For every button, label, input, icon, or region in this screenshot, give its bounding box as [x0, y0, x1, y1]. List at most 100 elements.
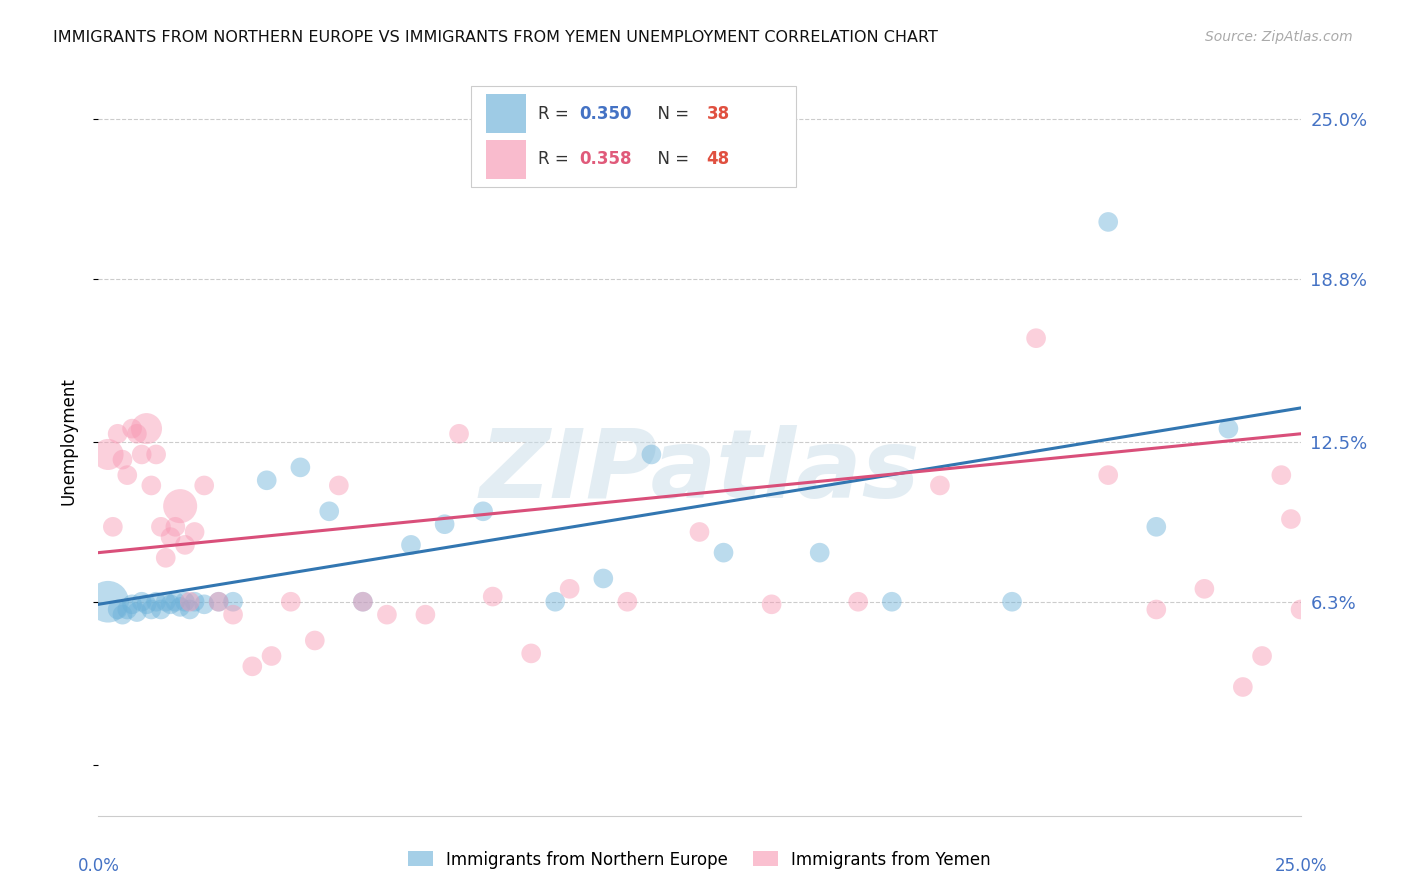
Point — [165, 595, 187, 609]
Point — [141, 478, 163, 492]
Point — [415, 607, 437, 622]
Text: R =: R = — [538, 151, 575, 169]
Text: Source: ZipAtlas.com: Source: ZipAtlas.com — [1205, 30, 1353, 45]
Point — [481, 590, 503, 604]
Point — [107, 426, 129, 441]
Point — [159, 597, 181, 611]
Text: 48: 48 — [707, 151, 730, 169]
Point — [256, 473, 278, 487]
Text: 0.0%: 0.0% — [77, 857, 120, 875]
Point — [141, 602, 163, 616]
Point — [117, 468, 139, 483]
Point — [159, 530, 181, 544]
Point — [808, 546, 831, 560]
Point — [1218, 422, 1240, 436]
Text: IMMIGRANTS FROM NORTHERN EUROPE VS IMMIGRANTS FROM YEMEN UNEMPLOYMENT CORRELATIO: IMMIGRANTS FROM NORTHERN EUROPE VS IMMIG… — [53, 30, 938, 45]
Point — [135, 597, 157, 611]
Point — [375, 607, 398, 622]
Point — [107, 602, 129, 616]
Point — [399, 538, 422, 552]
Point — [208, 595, 231, 609]
Point — [1144, 520, 1167, 534]
Point — [433, 517, 456, 532]
Point — [1289, 602, 1312, 616]
Point — [145, 595, 167, 609]
Text: 0.350: 0.350 — [579, 105, 631, 123]
Text: R =: R = — [538, 105, 575, 123]
Point — [846, 595, 869, 609]
Point — [280, 595, 302, 609]
FancyBboxPatch shape — [471, 86, 796, 186]
Point — [688, 524, 710, 539]
Point — [193, 597, 215, 611]
Point — [880, 595, 903, 609]
Point — [125, 605, 148, 619]
Point — [1279, 512, 1302, 526]
Point — [558, 582, 581, 596]
Point — [1097, 468, 1119, 483]
Text: 25.0%: 25.0% — [1274, 857, 1327, 875]
Point — [193, 478, 215, 492]
Point — [222, 595, 245, 609]
Point — [1001, 595, 1024, 609]
Point — [111, 607, 134, 622]
Point — [179, 602, 201, 616]
Point — [131, 595, 153, 609]
Point — [520, 647, 543, 661]
Point — [318, 504, 340, 518]
Text: N =: N = — [647, 151, 695, 169]
Point — [222, 607, 245, 622]
Point — [640, 447, 662, 461]
Point — [179, 595, 201, 609]
Point — [260, 648, 283, 663]
Point — [155, 595, 177, 609]
Point — [328, 478, 350, 492]
Point — [97, 447, 120, 461]
Point — [208, 595, 231, 609]
Point — [1232, 680, 1254, 694]
Point — [352, 595, 374, 609]
Point — [183, 524, 205, 539]
Point — [713, 546, 735, 560]
Point — [1097, 215, 1119, 229]
Point — [174, 538, 197, 552]
Point — [761, 597, 783, 611]
Point — [169, 499, 191, 513]
Point — [1025, 331, 1047, 345]
Point — [616, 595, 638, 609]
Point — [121, 422, 143, 436]
FancyBboxPatch shape — [485, 140, 526, 179]
Point — [131, 447, 153, 461]
Point — [1251, 648, 1274, 663]
Point — [447, 426, 470, 441]
Point — [352, 595, 374, 609]
Point — [290, 460, 312, 475]
Point — [304, 633, 326, 648]
Point — [117, 602, 139, 616]
Point — [472, 504, 495, 518]
Point — [149, 520, 172, 534]
Point — [183, 595, 205, 609]
Point — [121, 597, 143, 611]
Point — [97, 595, 120, 609]
Point — [101, 520, 124, 534]
Text: 38: 38 — [707, 105, 730, 123]
Point — [544, 595, 567, 609]
Y-axis label: Unemployment: Unemployment — [59, 377, 77, 506]
Point — [1194, 582, 1216, 596]
FancyBboxPatch shape — [485, 95, 526, 134]
Point — [145, 447, 167, 461]
Point — [135, 422, 157, 436]
Text: 0.358: 0.358 — [579, 151, 631, 169]
Point — [174, 595, 197, 609]
Point — [240, 659, 263, 673]
Text: N =: N = — [647, 105, 695, 123]
Point — [165, 520, 187, 534]
Legend: Immigrants from Northern Europe, Immigrants from Yemen: Immigrants from Northern Europe, Immigra… — [401, 844, 998, 875]
Text: ZIPatlas: ZIPatlas — [479, 425, 920, 518]
Point — [1270, 468, 1292, 483]
Point — [155, 550, 177, 565]
Point — [149, 602, 172, 616]
Point — [111, 452, 134, 467]
Point — [125, 426, 148, 441]
